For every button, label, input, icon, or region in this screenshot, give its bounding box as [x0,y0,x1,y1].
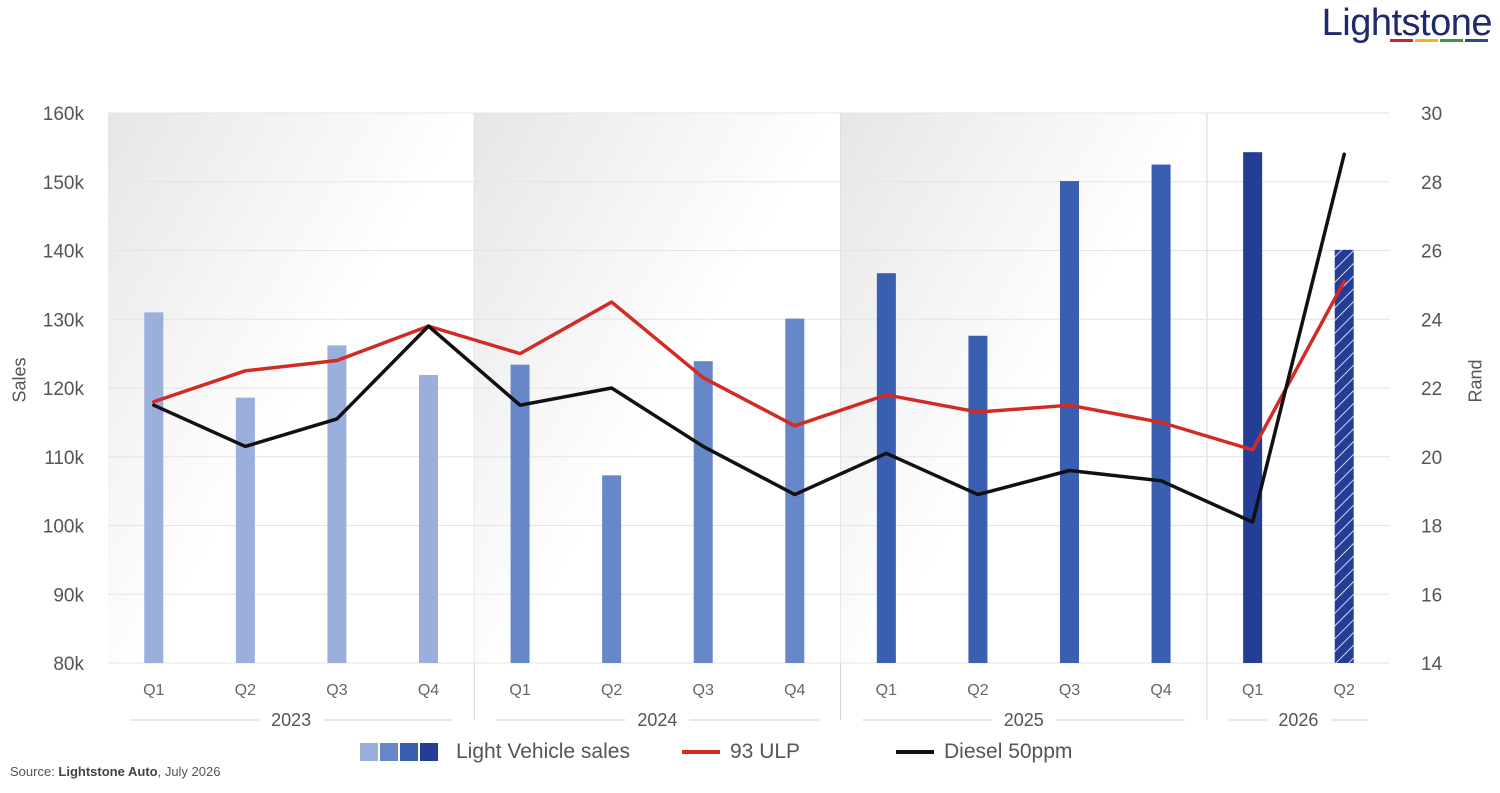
source-note: Source: Lightstone Auto, July 2026 [10,764,220,779]
logo-bar-3 [1439,39,1463,42]
y2-tick-label: 28 [1421,173,1442,194]
legend-swatch-ulp [682,750,720,754]
legend-label-diesel: Diesel 50ppm [944,740,1073,763]
line-diesel-50ppm [152,152,1346,524]
legend-label-ulp: 93 ULP [730,740,801,763]
y2-tick-label: 18 [1421,517,1442,538]
x-tick-label: Q2 [601,682,622,699]
x-tick-label: Q4 [418,682,439,699]
year-label-2025: 2025 [1004,710,1044,730]
logo-text: Lightstone [1321,2,1493,44]
source-org: Lightstone Auto [58,764,158,779]
x-tick-label: Q2 [967,682,988,699]
y-tick-label: 140k [43,242,85,263]
x-tick-label: Q4 [1150,682,1171,699]
bar-2023-Q4 [419,374,438,663]
x-tick-label: Q3 [1059,682,1080,699]
x-tick-label: Q3 [693,682,714,699]
legend-label-sales: Light Vehicle sales [456,740,630,763]
logo-bar-4 [1464,39,1488,42]
bar-2023-Q1 [144,312,164,663]
bar-2024-Q3 [693,361,713,663]
x-tick-label: Q2 [1334,682,1355,699]
x-tick-label: Q1 [509,682,530,699]
legend-swatch-diesel [896,750,934,754]
bar-2023-Q3 [327,345,347,663]
y2-tick-label: 24 [1421,310,1443,331]
y2-tick-label: 14 [1421,654,1443,675]
bar-2025-Q4 [1151,164,1171,663]
bar-2026-Q1 [1243,152,1263,663]
year-label-2024: 2024 [637,710,677,730]
y-tick-label: 90k [53,585,84,606]
legend-item-sales: Light Vehicle sales [360,738,630,766]
source-prefix: Source: [10,764,59,779]
y2-tick-label: 30 [1421,104,1442,125]
year-label-2026: 2026 [1278,710,1318,730]
y-tick-label: 130k [43,310,85,331]
bar-2025-Q3 [1060,181,1079,663]
y2-tick-label: 20 [1421,448,1442,469]
x-tick-label: Q4 [784,682,805,699]
y-tick-label: 120k [43,379,85,400]
bar-2024-Q4 [785,318,805,663]
legend-item-ulp: 93 ULP [682,738,800,766]
bar-2025-Q1 [876,273,896,663]
x-tick-label: Q1 [143,682,164,699]
bar-2026-Q2 [1334,249,1354,663]
x-tick-label: Q1 [1242,682,1263,699]
y-tick-label: 160k [43,104,85,125]
y-tick-label: 100k [43,517,85,538]
y2-axis-title: Rand [1465,359,1486,403]
y-tick-label: 80k [53,654,84,675]
x-tick-label: Q1 [876,682,897,699]
y-tick-label: 110k [44,448,84,469]
lightstone-logo: Lightstone [1321,2,1493,45]
legend-swatch-sales-1 [360,743,378,761]
legend-swatch-sales-2 [380,743,398,761]
year-label-2023: 2023 [271,710,311,730]
bar-2025-Q2 [968,335,988,663]
x-tick-label: Q2 [235,682,256,699]
y2-tick-label: 26 [1421,242,1442,263]
source-suffix: , July 2026 [157,764,221,779]
legend-item-diesel: Diesel 50ppm [896,738,1072,766]
y-axis-title: Sales [9,357,30,403]
line-93-ulp [152,279,1346,452]
x-tick-label: Q3 [326,682,347,699]
bar-2024-Q2 [602,475,622,663]
logo-bar-1 [1389,39,1413,42]
logo-bar-2 [1414,39,1438,42]
bar-2023-Q2 [235,397,255,663]
y-tick-label: 150k [43,173,85,194]
y2-tick-label: 22 [1421,379,1442,400]
bar-2024-Q1 [510,364,530,663]
y2-tick-label: 16 [1421,585,1442,606]
legend-swatch-sales-4 [420,743,438,761]
legend-swatch-sales-3 [400,743,418,761]
